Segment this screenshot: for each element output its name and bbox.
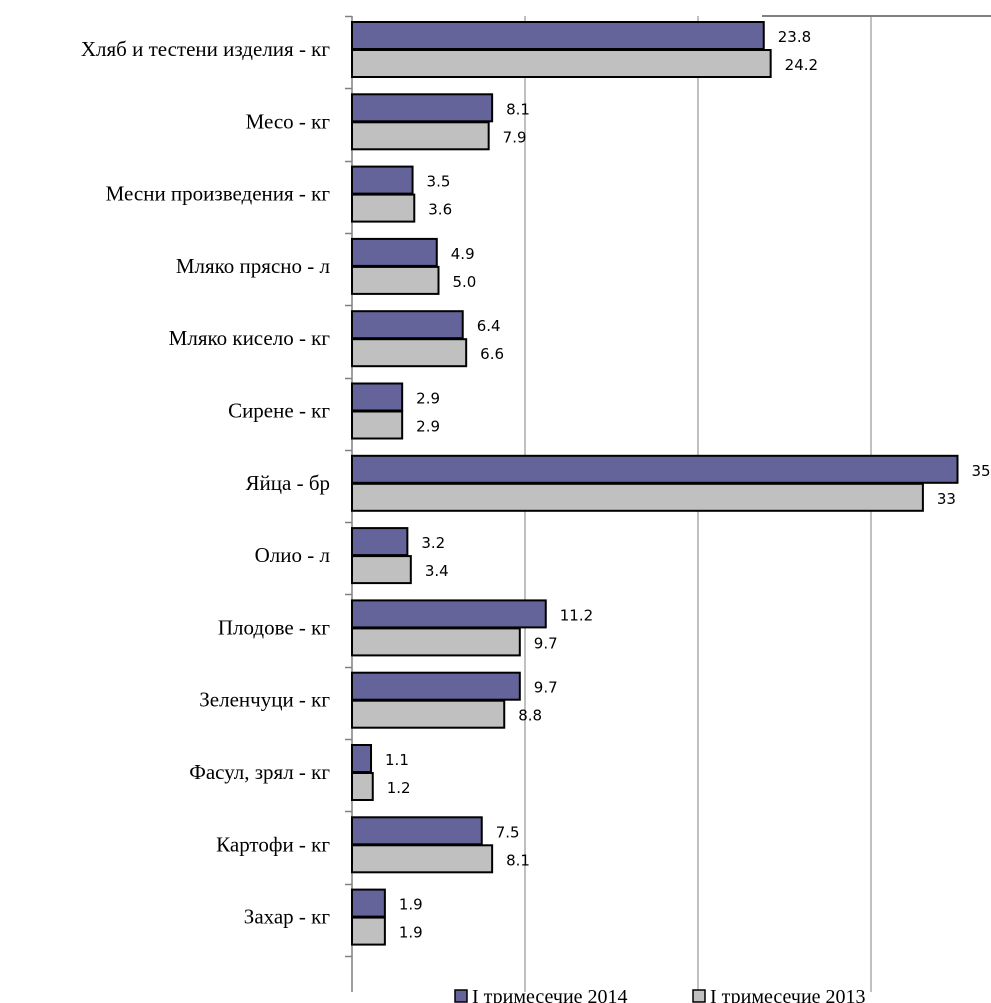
bar-series-2013 bbox=[351, 49, 772, 78]
legend-swatch bbox=[454, 989, 468, 1003]
data-label: 35 bbox=[972, 462, 991, 480]
bar-series-2013 bbox=[351, 555, 412, 585]
data-label: 3.4 bbox=[425, 562, 449, 580]
bar-series-2014 bbox=[351, 237, 438, 267]
category-label: Захар - кг bbox=[244, 905, 331, 929]
data-label: 23.8 bbox=[778, 28, 811, 46]
bar-series-2014 bbox=[351, 527, 409, 557]
data-label: 4.9 bbox=[451, 245, 475, 263]
bar-series-2013 bbox=[351, 627, 521, 657]
category-label: Зеленчуци - кг bbox=[199, 688, 330, 712]
data-label: 9.7 bbox=[534, 634, 558, 652]
category-label: Олио - л bbox=[255, 543, 330, 567]
bar-series-2013 bbox=[351, 916, 386, 946]
category-label: Картофи - кг bbox=[216, 832, 330, 856]
category-label: Плодове - кг bbox=[218, 615, 331, 639]
data-label: 1.9 bbox=[399, 896, 423, 914]
bar-series-2014 bbox=[351, 744, 373, 773]
data-label: 3.2 bbox=[421, 534, 445, 552]
data-label: 1.9 bbox=[399, 924, 423, 942]
category-label: Сирене - кг bbox=[228, 399, 330, 423]
legend-swatch bbox=[692, 989, 706, 1003]
data-label: 1.2 bbox=[387, 779, 411, 797]
bar-series-2013 bbox=[351, 844, 494, 874]
data-label: 33 bbox=[937, 490, 956, 508]
bar-series-2013 bbox=[351, 265, 440, 295]
data-label: 8.1 bbox=[506, 100, 530, 118]
data-label: 7.9 bbox=[503, 128, 527, 146]
data-label: 11.2 bbox=[560, 606, 593, 624]
data-label: 9.7 bbox=[534, 679, 558, 697]
data-label: 6.6 bbox=[480, 345, 504, 363]
data-label: 5.0 bbox=[453, 273, 477, 291]
bar-series-2014 bbox=[351, 671, 521, 701]
data-label: 3.5 bbox=[427, 173, 451, 191]
category-label: Фасул, зрял - кг bbox=[189, 760, 330, 784]
data-label: 6.4 bbox=[477, 317, 501, 335]
category-label: Мляко прясно - л bbox=[176, 254, 330, 278]
legend-label: I тримесечие 2014 bbox=[472, 986, 628, 1003]
bar-series-2014 bbox=[351, 165, 414, 195]
category-label: Яйца - бр bbox=[246, 471, 330, 495]
bar-series-2013 bbox=[351, 338, 468, 368]
bar-series-2014 bbox=[351, 816, 483, 846]
data-label: 3.6 bbox=[428, 201, 452, 219]
data-label: 1.1 bbox=[385, 751, 409, 769]
category-label: Мляко кисело - кг bbox=[169, 326, 331, 350]
data-label: 8.1 bbox=[506, 851, 530, 869]
bar-series-2014 bbox=[351, 382, 404, 412]
data-label: 2.9 bbox=[416, 418, 440, 436]
bar-series-2014 bbox=[351, 310, 464, 340]
bar-series-2013 bbox=[351, 482, 924, 512]
bar-series-2014 bbox=[351, 454, 959, 484]
data-label: 7.5 bbox=[496, 823, 520, 841]
bar-series-2014 bbox=[351, 599, 547, 629]
bar-series-2013 bbox=[351, 193, 416, 223]
bar-series-2013 bbox=[351, 772, 374, 801]
category-label: Месни произведения - кг bbox=[106, 182, 331, 206]
bar-series-2014 bbox=[351, 888, 386, 918]
category-label: Месо - кг bbox=[246, 109, 331, 133]
bar-series-2013 bbox=[351, 121, 490, 151]
bar-series-2013 bbox=[351, 699, 506, 729]
bar-series-2014 bbox=[351, 93, 494, 123]
data-label: 24.2 bbox=[785, 56, 818, 74]
category-label: Хляб и тестени изделия - кг bbox=[81, 37, 331, 61]
bar-series-2013 bbox=[351, 410, 404, 440]
data-label: 8.8 bbox=[518, 707, 542, 725]
data-label: 2.9 bbox=[416, 390, 440, 408]
legend-label: I тримесечие 2013 bbox=[710, 986, 866, 1003]
bar-series-2014 bbox=[351, 21, 765, 50]
